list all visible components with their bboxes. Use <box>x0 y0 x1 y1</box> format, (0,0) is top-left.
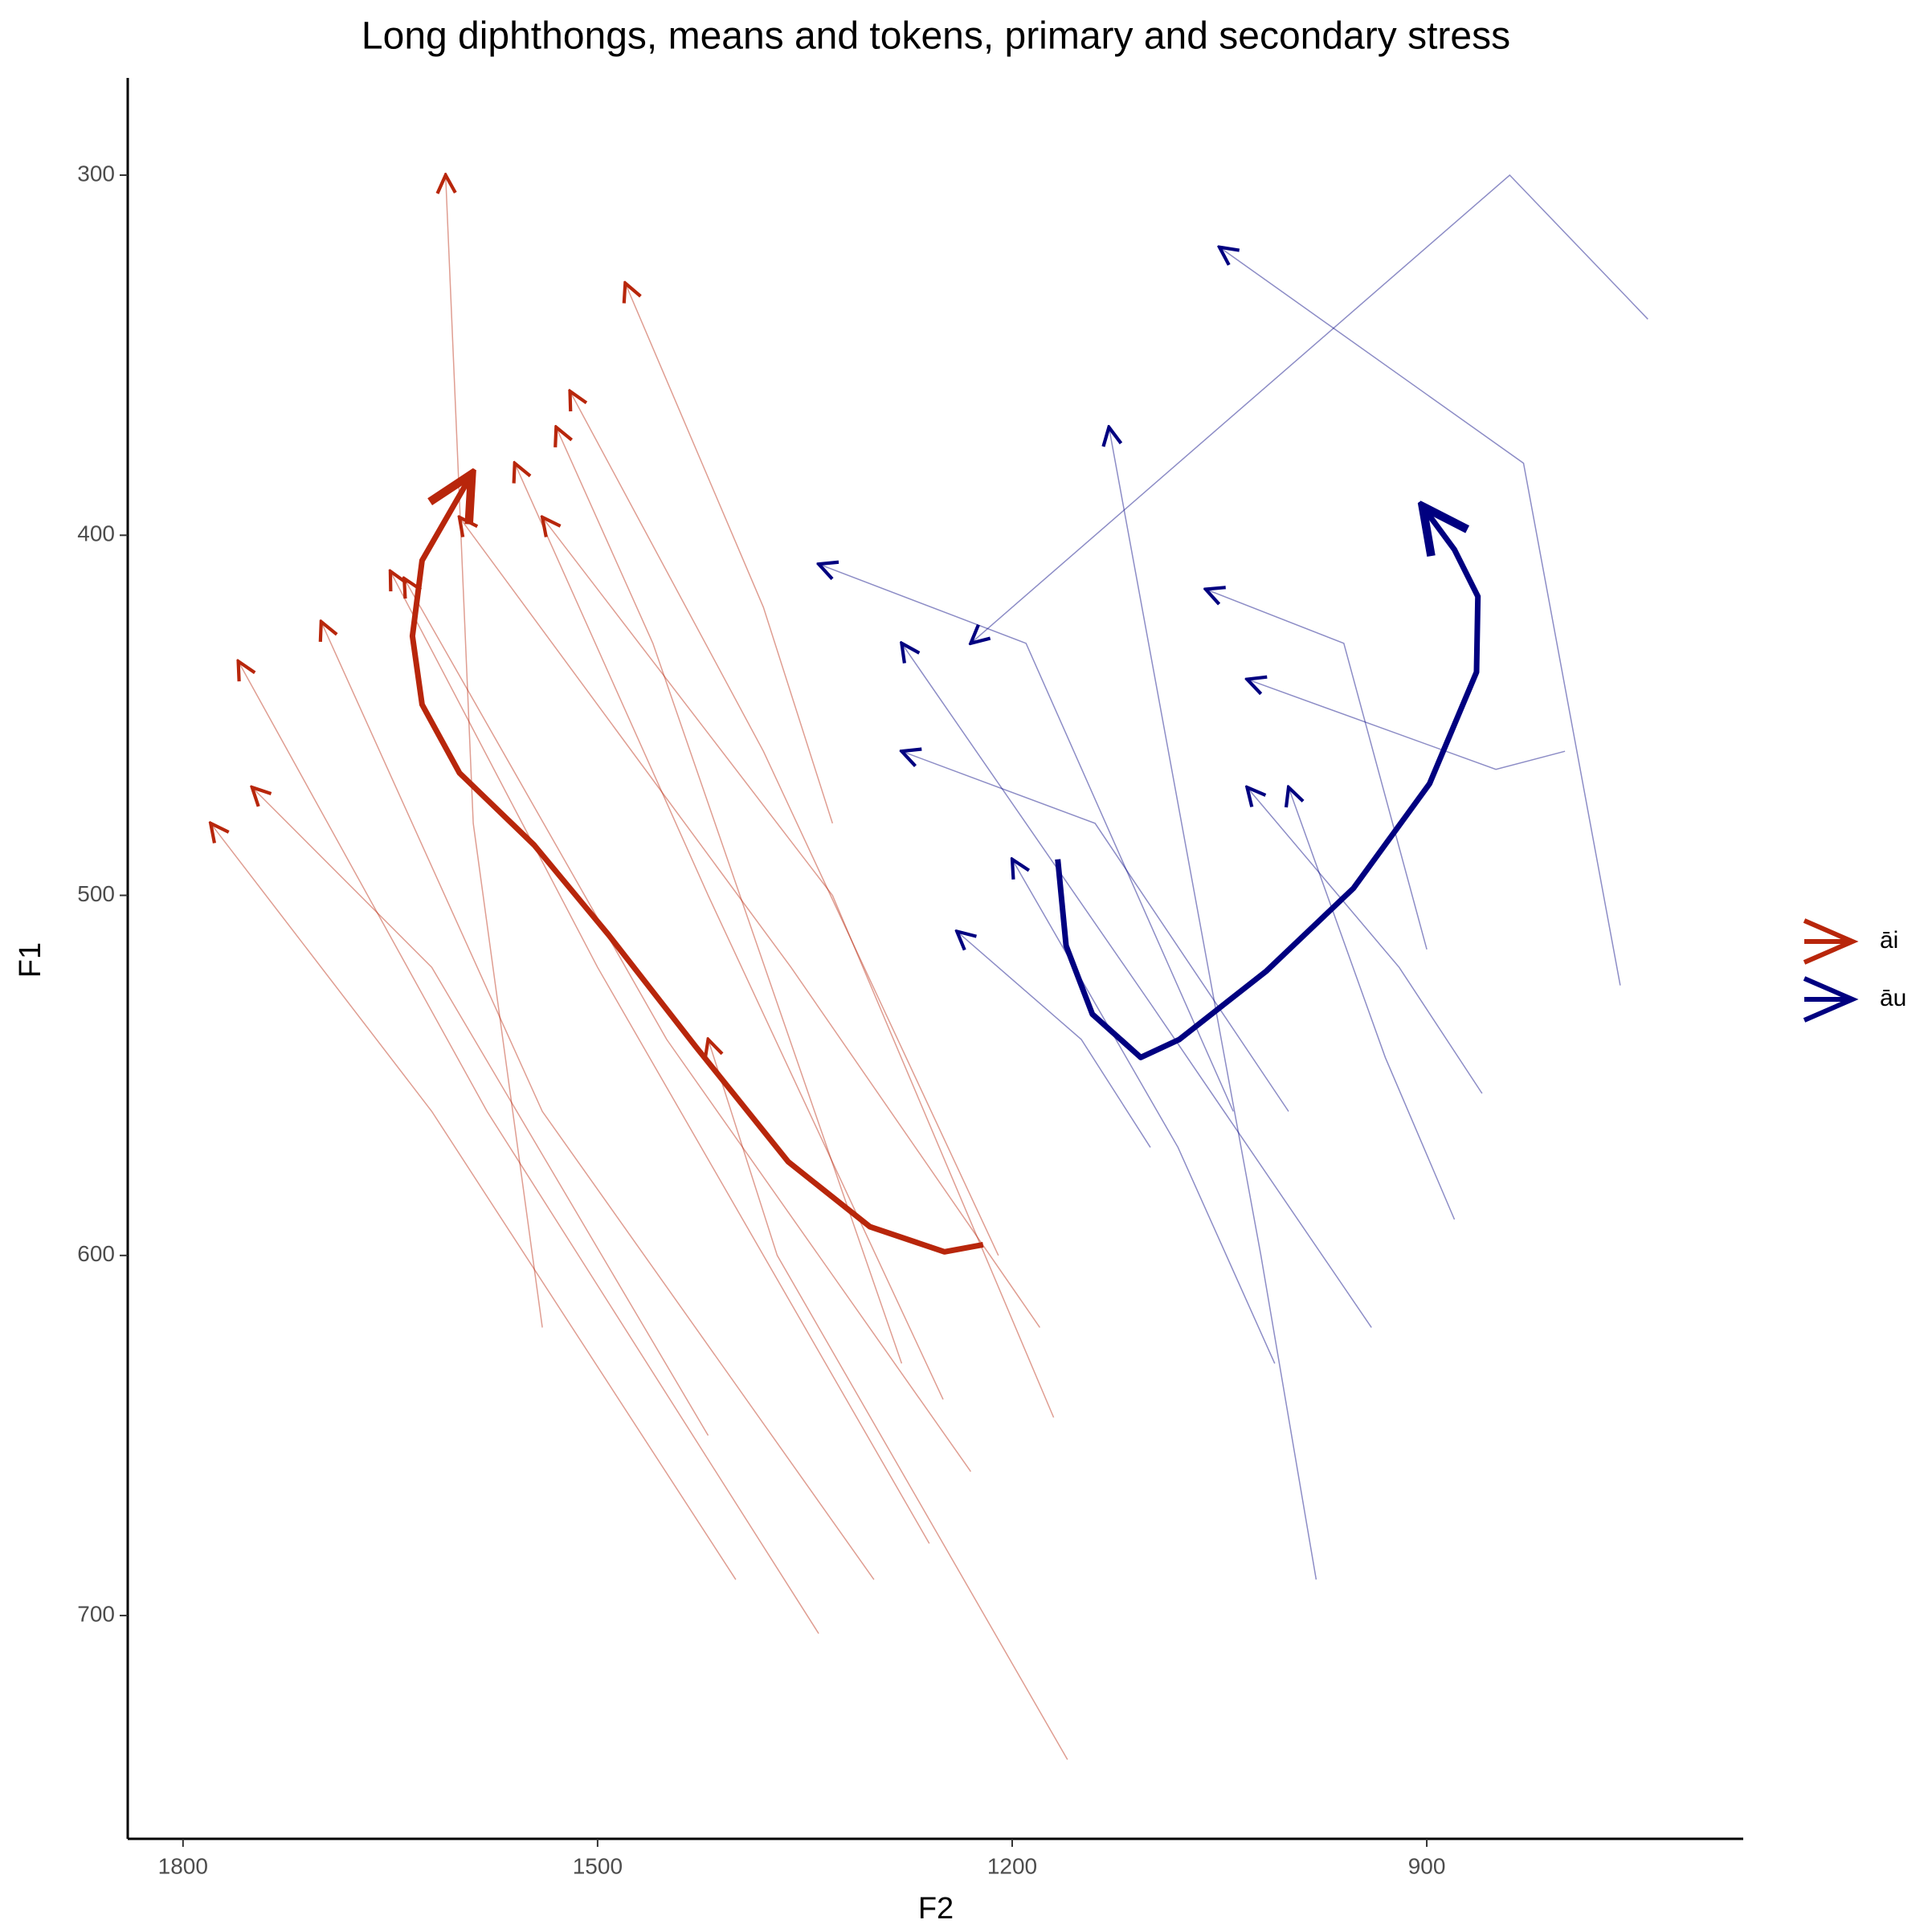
token-trajectory <box>556 427 903 1364</box>
token-trajectory <box>542 517 1055 1418</box>
legend-key <box>1803 976 1859 1023</box>
x-tick-label: 1800 <box>158 1853 208 1878</box>
token-trajectory <box>460 517 1041 1328</box>
legend-key <box>1803 918 1859 965</box>
token-trajectory <box>210 823 737 1580</box>
token-trajectory <box>404 578 972 1472</box>
token-trajectory <box>1247 680 1566 770</box>
token-trajectory <box>819 564 1234 1112</box>
token-trajectory <box>570 391 999 1256</box>
token-trajectory <box>957 931 1151 1148</box>
x-tick-label: 1500 <box>573 1853 623 1878</box>
legend-label: āi <box>1880 927 1898 954</box>
token-trajectory <box>390 571 930 1544</box>
token-trajectory <box>446 175 543 1328</box>
mean-trajectory <box>409 474 984 1255</box>
token-trajectory <box>1219 247 1621 986</box>
token-trajectory <box>901 751 1289 1112</box>
x-tick-label: 1200 <box>987 1853 1037 1878</box>
token-trajectory <box>321 622 875 1580</box>
means <box>409 474 1481 1255</box>
token-trajectory <box>1247 787 1483 1094</box>
token-trajectory <box>625 284 834 824</box>
chart-title: Long diphthongs, means and tokens, prima… <box>362 15 1510 58</box>
legend-label: āu <box>1880 985 1906 1011</box>
y-tick-label: 400 <box>77 521 115 546</box>
mean-trajectory <box>1055 506 1481 1060</box>
x-tick-label: 900 <box>1408 1853 1446 1878</box>
y-tick-label: 600 <box>77 1241 115 1266</box>
token-trajectory <box>1289 787 1456 1220</box>
token-trajectory <box>1012 860 1276 1364</box>
token-trajectory <box>239 661 819 1634</box>
y-tick-label: 700 <box>77 1601 115 1626</box>
token-trajectory <box>1206 590 1428 950</box>
token-trajectory <box>252 787 709 1436</box>
y-tick-label: 300 <box>77 161 115 186</box>
token-trajectory <box>709 1040 1068 1760</box>
tokens <box>210 174 1648 1760</box>
token-trajectory <box>970 174 1648 643</box>
token-trajectory <box>1109 427 1317 1580</box>
y-tick-label: 500 <box>77 881 115 906</box>
y-axis-title: F1 <box>14 942 47 978</box>
token-trajectory <box>515 464 944 1400</box>
x-axis-title: F2 <box>918 1892 954 1926</box>
token-trajectory <box>901 643 1372 1328</box>
